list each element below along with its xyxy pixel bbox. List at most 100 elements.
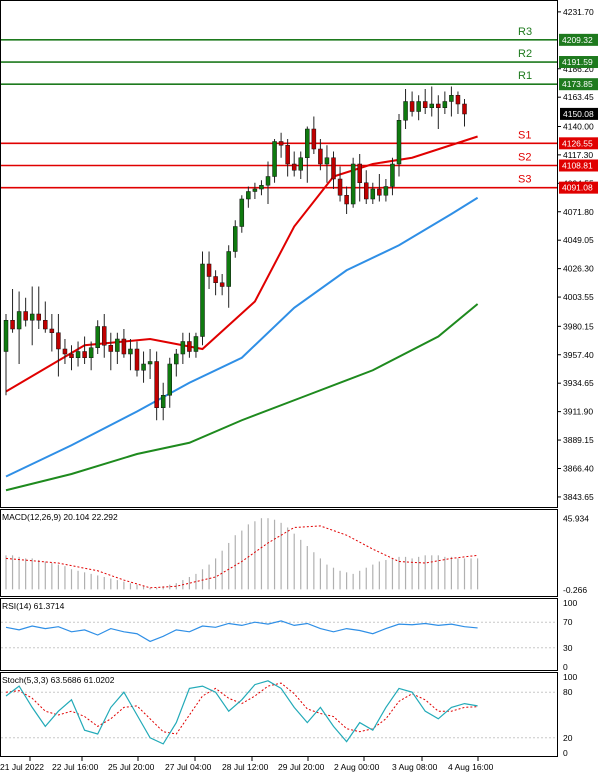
candle-body [167,363,172,396]
price-tick-label: 3957.40 [563,350,594,360]
rsi-panel-border [0,598,558,671]
candle-body [291,163,297,171]
price-tick-label: 3911.90 [563,407,593,417]
price-tick-label: 3934.65 [563,378,594,388]
candle-body [193,336,199,352]
last-price-marker: 4150.08 [560,107,598,120]
candle-body [442,101,448,108]
stoch-plot [1,680,557,745]
rsi-axis: 100 70 30 0 [563,598,577,672]
level-price-labels: 4209.32 4191.59 4173.85 4126.55 4108.81 4091.… [559,33,598,194]
time-tick-label: 28 Jul 12:00 [222,762,269,772]
candle-body [56,332,61,350]
time-tick-label: 25 Jul 20:00 [108,762,155,772]
candle-body [82,351,87,358]
candle-body [213,276,218,283]
candle-body [29,313,35,321]
level-name: R2 [518,48,532,60]
stoch-axis: 100 80 20 0 [563,672,577,758]
macd-tick-label: -0.266 [563,585,587,595]
stoch-d-line [5,682,478,735]
time-tick-label: 2 Aug 00:00 [334,762,380,772]
candle-body [226,251,231,287]
candle-body [206,263,212,277]
price-tick-label: 4117.30 [563,150,593,160]
rsi-line [5,620,478,643]
candle-body [357,163,362,183]
candle-body [285,145,290,165]
price-tick-label: 4186.20 [563,64,594,74]
stoch-tick-label: 80 [563,687,573,697]
last-price-label: 4150.08 [563,109,594,119]
candle-body [200,263,205,337]
candle-body [252,188,258,192]
candle-body [390,163,395,187]
time-tick-label: 29 Jul 20:00 [278,762,325,772]
candle-body [128,348,133,355]
price-tick-label: 4163.45 [563,92,594,102]
candle-body [331,157,336,180]
level-price-box [559,137,598,150]
candle-body [233,226,238,252]
candle-body [246,191,251,200]
macd-panel: MACD(12,26,9) 20.104 22.292 45.934 -0.266 [0,509,589,597]
stoch-tick-label: 100 [563,672,577,682]
stoch-k-line [5,680,478,745]
candle-body [324,157,330,165]
candle-body [62,348,68,355]
rsi-panel: RSI(14) 61.3714 100 70 30 0 [0,598,577,672]
candle-body [115,338,120,352]
candle-body [272,141,277,177]
candle-body [69,353,74,358]
candle-body [278,141,284,146]
candle-body [121,338,127,355]
price-tick-label: 4003.55 [563,292,594,302]
candle-body [422,101,428,108]
level-price-label: 4191.59 [562,57,593,67]
macd-title: MACD(12,26,9) 20.104 22.292 [2,512,118,522]
level-name: S3 [518,174,531,186]
candle-body [154,361,159,408]
candle-body [383,186,389,196]
price-tick-label: 3889.15 [563,435,594,445]
candle-body [3,320,9,352]
candle-body [102,326,107,346]
rsi-tick-label: 30 [563,643,573,653]
level-price-box [559,33,598,46]
candle-body [219,282,225,287]
candle-body [429,103,434,108]
price-tick-label: 3843.65 [563,492,594,502]
candle-body [88,347,94,358]
rsi-tick-label: 70 [563,617,573,627]
candle-body [455,95,461,105]
candle-body [259,185,264,190]
rsi-plot [1,620,557,649]
macd-tick-label: 45.934 [563,513,589,523]
level-price-label: 4126.55 [562,138,593,148]
time-axis: 21 Jul 2022 22 Jul 16:00 25 Jul 20:00 27 Ju… [0,757,494,772]
candle-body [10,320,15,330]
candle-body [298,157,303,171]
level-price-label: 4091.08 [562,183,593,193]
candle-body [174,353,179,365]
stoch-panel-border [0,672,558,757]
candle-body [370,188,376,200]
level-price-label: 4173.85 [562,79,593,89]
candle-body [95,326,100,348]
candle-body [396,120,402,165]
stoch-title: Stoch(5,3,3) 63.5686 61.0202 [2,675,115,685]
stoch-tick-label: 20 [563,733,573,743]
level-price-box [559,181,598,194]
level-name: R1 [518,70,532,82]
candle-body [75,351,81,358]
level-price-label: 4108.81 [562,160,593,170]
candle-body [108,345,114,352]
time-tick-label: 27 Jul 04:00 [165,762,212,772]
level-price-box [559,159,598,172]
candle-body [337,178,343,196]
candle-body [311,128,317,150]
macd-axis: 45.934 -0.266 [563,513,589,594]
moving-average-line [5,303,479,492]
moving-average-line [5,196,479,478]
price-tick-label: 4026.30 [563,264,594,274]
